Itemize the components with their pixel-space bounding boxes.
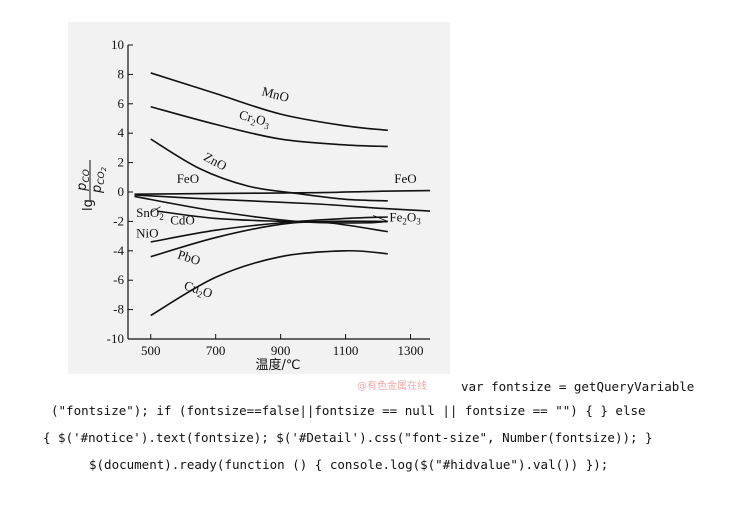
series-line-cdo [157, 210, 388, 233]
y-tick-label: -10 [107, 331, 124, 346]
x-tick-label: 500 [141, 343, 161, 358]
y-axis-numerator: pCO [75, 169, 92, 192]
curves [134, 72, 431, 317]
series-line-fe2o3 [134, 194, 431, 212]
x-tick-label: 700 [206, 343, 226, 358]
curve-label: FeO [177, 171, 199, 186]
y-axis-denominator: pCO2 [90, 166, 108, 194]
curve-label: NiO [136, 226, 158, 241]
plot-panel [68, 22, 450, 374]
leader-line [150, 206, 161, 213]
series-line-cr2o3 [150, 105, 388, 148]
curve-label: Cu2O [182, 278, 215, 303]
curve-label: Fe2O3 [389, 209, 421, 226]
code-line-3: { $('#notice').text(fontsize); $('#Detai… [43, 430, 653, 445]
series-line-feo [134, 189, 431, 196]
watermark: @有色金属在线 [357, 381, 427, 392]
x-axis-title: 温度/℃ [256, 357, 301, 373]
y-tick-label: -4 [113, 243, 124, 258]
y-tick-label: 0 [118, 184, 125, 199]
series-line-nio [150, 216, 388, 243]
y-axis-lg: lg [81, 199, 96, 211]
y-tick-label: -2 [113, 213, 124, 228]
y-tick-label: -6 [113, 272, 124, 287]
curve-label: Cr2O3 [237, 107, 272, 132]
curve-label: ZnO [201, 149, 229, 173]
y-tick-label: -8 [113, 302, 124, 317]
series-line-zno [150, 138, 388, 202]
curve-label: MnO [260, 83, 290, 105]
curve-label: FeO [394, 171, 416, 186]
y-tick-label: 2 [118, 155, 125, 170]
curve-label: CdO [170, 212, 195, 227]
y-tick-label: 8 [118, 66, 125, 81]
series-line-mno [150, 72, 388, 132]
code-line-2: ("fontsize"); if (fontsize==false||fonts… [51, 403, 646, 418]
series-line-pbo [150, 220, 388, 258]
y-tick-label: 10 [111, 37, 124, 52]
y-tick-label: 4 [118, 125, 125, 140]
x-tick-label: 1300 [398, 343, 424, 358]
curve-label: SnO2 [136, 205, 164, 222]
ticks: 10 8 6 4 2 0 -2 -4 -6 -8 -10 500 700 900 1100 1300 [107, 37, 424, 358]
x-tick-label: 900 [271, 343, 291, 358]
series-line-cu2o [150, 249, 388, 317]
code-line-1: var fontsize = getQueryVariable [461, 379, 695, 394]
code-line-4: $(document).ready(function () { console.… [89, 457, 609, 472]
leader-line [373, 215, 388, 222]
y-axis-title: lg pCO pCO2 [75, 160, 108, 211]
x-tick-label: 1100 [333, 343, 359, 358]
y-tick-label: 6 [118, 96, 125, 111]
curve-label: PbO [176, 247, 203, 268]
